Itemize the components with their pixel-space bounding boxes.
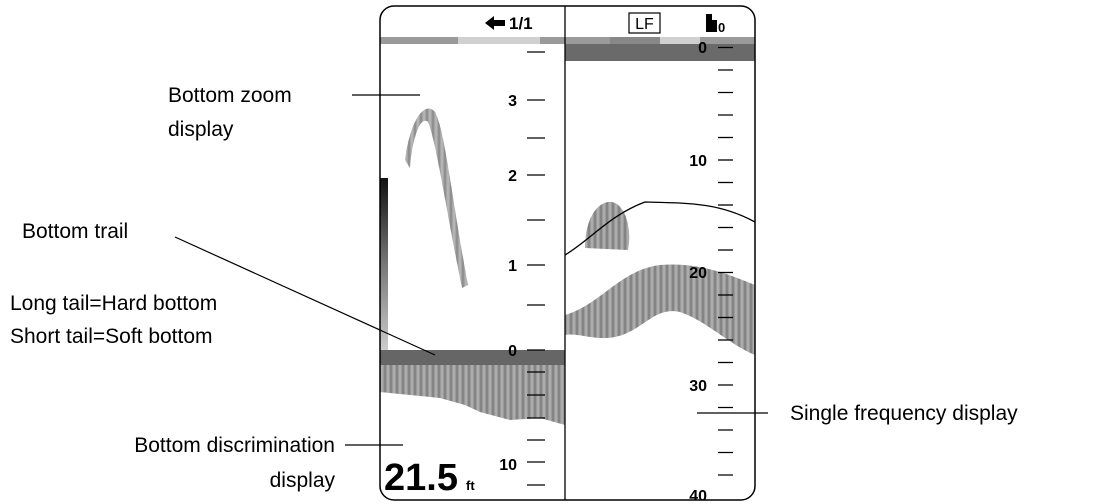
depth-scale-label: 10 [689, 153, 707, 170]
frequency: LF [635, 16, 654, 33]
callout-text: Short tail=Soft bottom [10, 325, 213, 348]
zoom-scale-label: 2 [508, 168, 517, 185]
depth-unit: ft [466, 478, 475, 493]
color-bar [380, 37, 458, 44]
zero-line [565, 44, 755, 61]
color-bar [540, 37, 565, 44]
zoom-scale-label: 0 [508, 343, 517, 360]
zoom-scale-label: 10 [499, 457, 517, 474]
zoom-bottom [380, 350, 565, 365]
gain-digit: 0 [718, 20, 725, 35]
zoom-scale-label: 1 [508, 258, 517, 275]
callout-text: display [270, 469, 336, 492]
depth-scale-label: 30 [689, 378, 707, 395]
color-bar [700, 37, 755, 44]
color-bar [610, 37, 660, 44]
callout-text: display [168, 118, 234, 141]
page: Bottom zoom display Bottom trail Long ta… [0, 0, 1095, 504]
zoom-ratio: 1/1 [509, 14, 533, 33]
callout-text: Bottom trail [22, 220, 128, 243]
callout-text: Bottom discrimination [134, 434, 335, 457]
callout-text: Single frequency display [790, 402, 1018, 425]
zoom-scale-label: 3 [508, 93, 517, 110]
depth-scale-label: 40 [689, 488, 707, 504]
screen: 1/1 LF 0 3 2 1 0 10 0 10 20 30 40 21.5 f… [380, 6, 755, 504]
depth-scale-label: 20 [689, 265, 707, 282]
callout-text: Long tail=Hard bottom [10, 292, 217, 315]
color-bar [565, 37, 610, 44]
callout-text: Bottom zoom [168, 84, 292, 107]
depth-value: 21.5 [384, 457, 458, 499]
discrimination-bar [380, 178, 388, 350]
color-bar [458, 37, 540, 44]
color-bar [660, 37, 700, 44]
depth-scale-label: 0 [698, 40, 707, 57]
